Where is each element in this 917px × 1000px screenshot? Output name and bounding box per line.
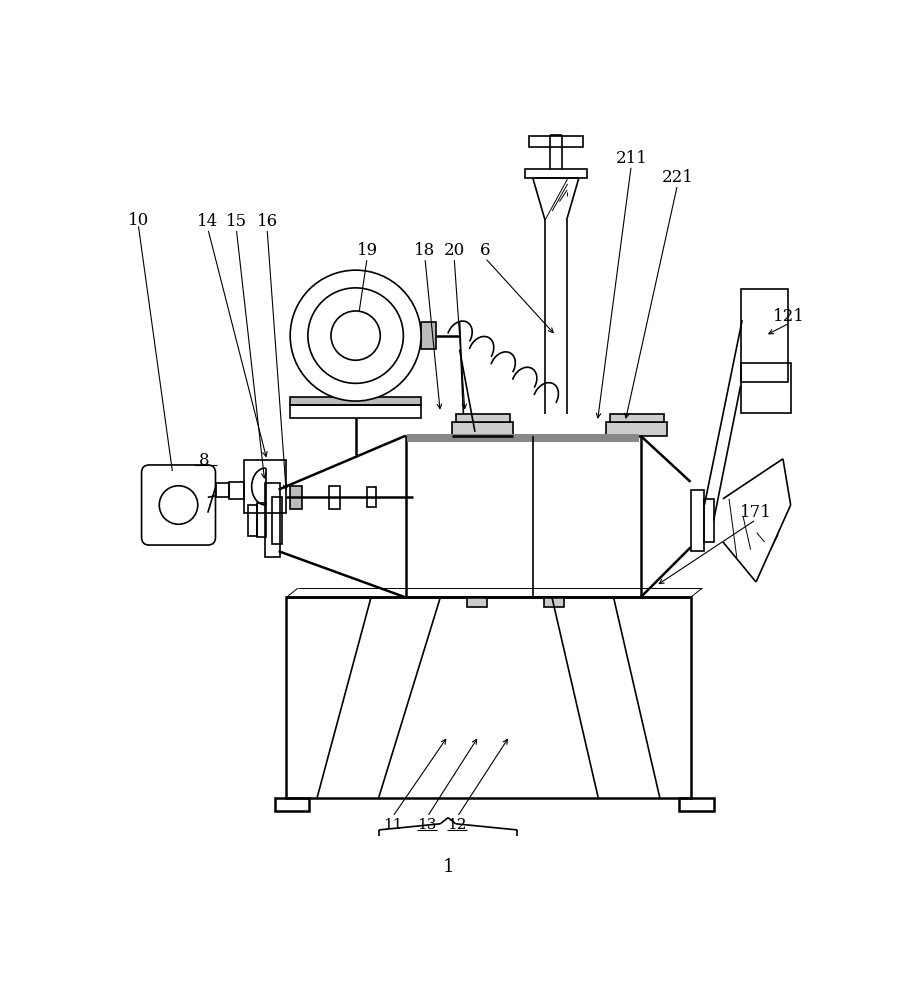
Bar xyxy=(275,798,309,811)
Bar xyxy=(248,505,257,536)
Text: 10: 10 xyxy=(127,212,149,229)
Circle shape xyxy=(290,270,421,401)
Bar xyxy=(741,289,789,382)
Bar xyxy=(290,405,421,418)
Bar xyxy=(606,422,668,436)
Circle shape xyxy=(331,311,381,360)
Bar xyxy=(328,486,340,509)
Text: 11: 11 xyxy=(382,818,403,832)
Bar xyxy=(290,397,421,405)
Text: 121: 121 xyxy=(773,308,805,325)
Text: 15: 15 xyxy=(226,213,247,230)
Bar xyxy=(452,422,514,436)
Bar xyxy=(290,486,302,509)
Bar xyxy=(610,414,664,422)
Bar xyxy=(691,490,704,551)
Bar xyxy=(244,460,286,513)
Text: 14: 14 xyxy=(197,213,218,230)
Text: 19: 19 xyxy=(357,242,378,259)
Text: 211: 211 xyxy=(615,150,647,167)
Bar xyxy=(679,798,713,811)
Text: 8: 8 xyxy=(199,452,209,469)
Text: 171: 171 xyxy=(740,504,772,521)
Bar xyxy=(257,503,266,537)
Bar xyxy=(704,499,713,542)
Bar xyxy=(272,497,282,544)
Bar xyxy=(216,483,228,497)
Bar xyxy=(265,483,281,557)
Bar xyxy=(529,136,583,147)
Bar xyxy=(407,434,639,442)
Text: 13: 13 xyxy=(417,818,436,832)
Text: 20: 20 xyxy=(444,242,465,259)
Bar xyxy=(468,597,487,607)
Bar xyxy=(405,436,640,597)
Bar xyxy=(367,487,376,507)
Text: 16: 16 xyxy=(257,213,278,230)
Circle shape xyxy=(308,288,403,383)
Bar xyxy=(545,597,564,607)
Bar xyxy=(286,597,691,798)
Text: 1: 1 xyxy=(442,858,454,876)
FancyBboxPatch shape xyxy=(141,465,215,545)
Text: 221: 221 xyxy=(661,169,693,186)
Bar xyxy=(525,169,587,178)
Bar xyxy=(421,322,436,349)
Bar xyxy=(741,363,790,413)
Circle shape xyxy=(160,486,198,524)
Bar xyxy=(228,482,244,499)
Text: 6: 6 xyxy=(480,242,491,259)
Bar xyxy=(456,414,510,422)
Text: 18: 18 xyxy=(414,242,436,259)
Text: 12: 12 xyxy=(447,818,467,832)
